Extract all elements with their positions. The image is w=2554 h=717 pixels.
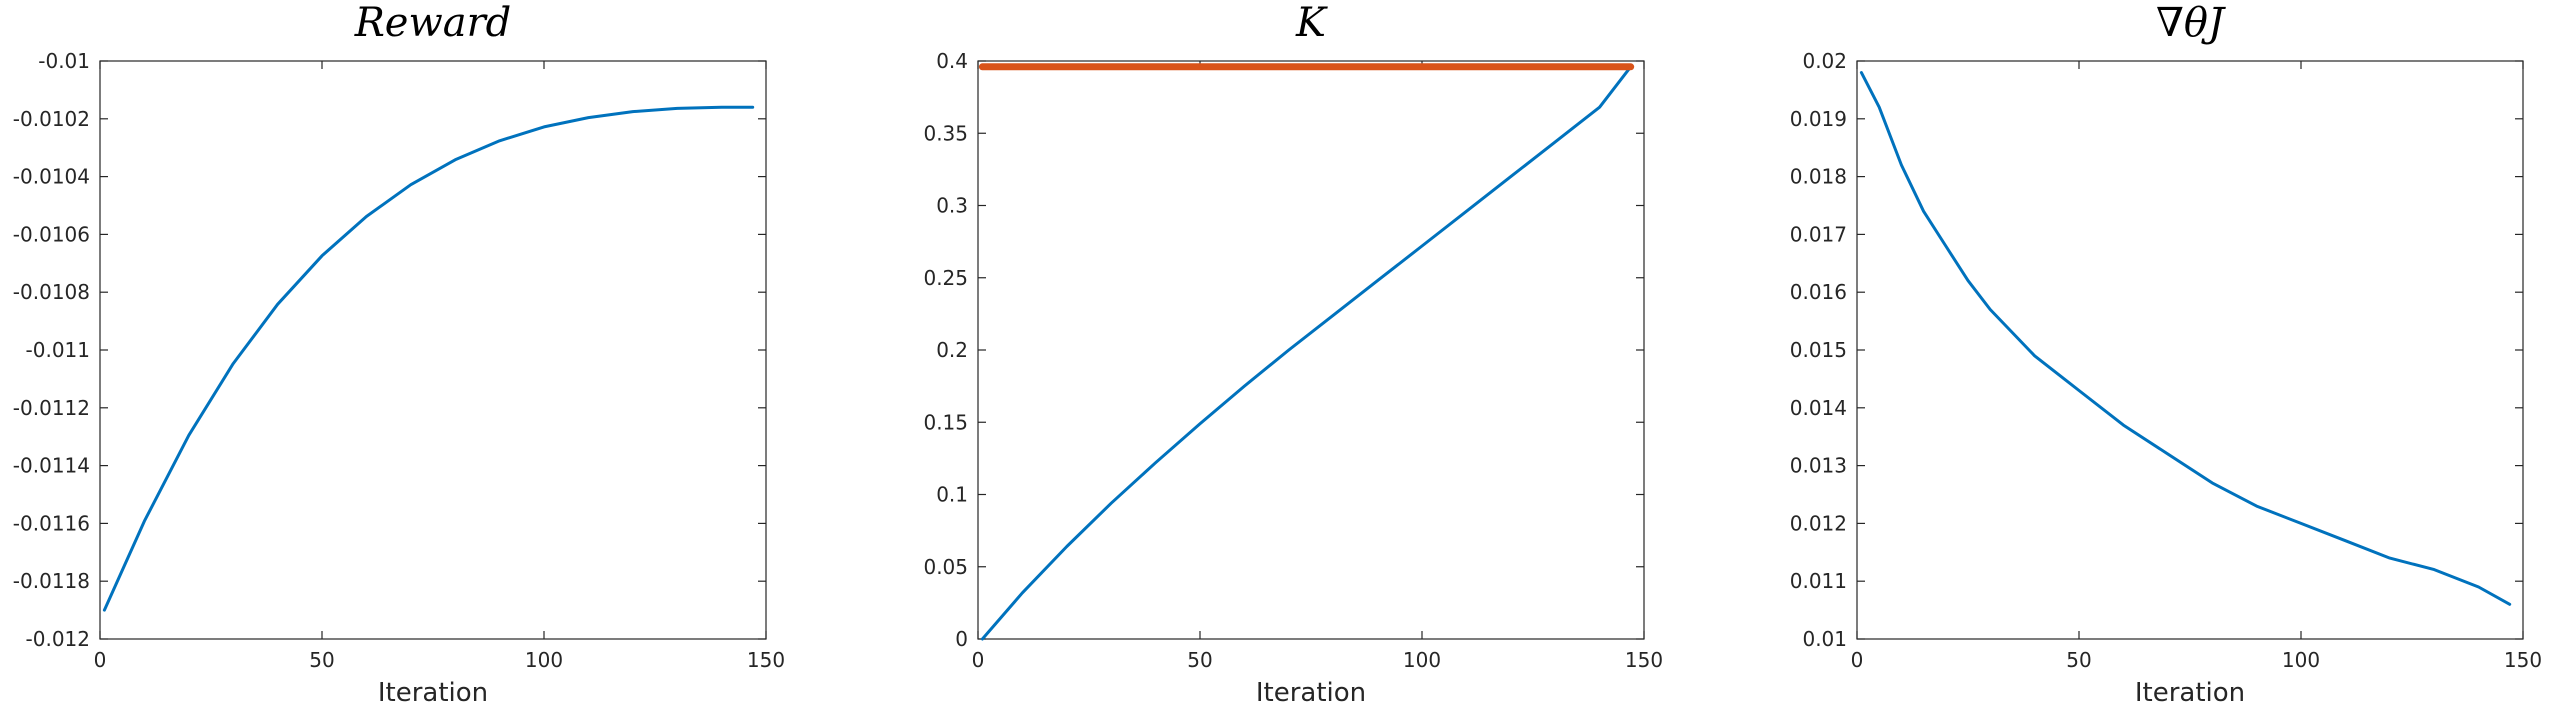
x-tick-label: 150 bbox=[1625, 648, 1663, 672]
chart-panel-2: K 0 50 100 150 0 0.05 0.1 0.15 0.2 0.25 0.3 0.35 0.4 I… bbox=[923, 0, 1663, 708]
y-tick-label: 0.012 bbox=[1790, 511, 1847, 535]
y-tick-label: 0.015 bbox=[1790, 338, 1847, 362]
y-tick-label: 0.019 bbox=[1790, 107, 1847, 131]
y-tick-label: 0.4 bbox=[936, 49, 968, 73]
y-tick-label: 0.1 bbox=[936, 483, 968, 507]
x-tick-label: 50 bbox=[309, 648, 334, 672]
series-line-1 bbox=[1859, 71, 2512, 606]
chart-panel-1: Reward 0 50 100 150 -0.012 -0.0118 -0.0116 -0.01… bbox=[13, 0, 785, 708]
chart-panel-3: ∇θJ 0 50 100 150 0.01 0.011 0.012 0.013 0.014 0.01… bbox=[1790, 0, 2542, 708]
y-tick-label: -0.0102 bbox=[13, 107, 90, 131]
chart-title: ∇θJ bbox=[2156, 0, 2226, 46]
y-tick-label: 0.25 bbox=[923, 266, 968, 290]
series-line-1 bbox=[980, 65, 1633, 641]
y-tick-label: 0 bbox=[955, 627, 968, 651]
x-tick-label: 50 bbox=[2066, 648, 2091, 672]
y-tick-label: -0.0112 bbox=[13, 396, 90, 420]
y-tick-label: -0.012 bbox=[26, 627, 90, 651]
y-tick-label: 0.017 bbox=[1790, 222, 1847, 246]
x-tick-label: 0 bbox=[972, 648, 985, 672]
y-tick-label: 0.02 bbox=[1802, 49, 1847, 73]
chart-title: Reward bbox=[354, 0, 512, 46]
y-tick-label: 0.011 bbox=[1790, 569, 1847, 593]
y-tick-label: 0.15 bbox=[923, 410, 968, 434]
y-tick-label: 0.018 bbox=[1790, 165, 1847, 189]
series-line-1 bbox=[102, 105, 755, 612]
y-tick-label: 0.05 bbox=[923, 555, 968, 579]
x-tick-label: 100 bbox=[525, 648, 563, 672]
x-tick-label: 50 bbox=[1187, 648, 1212, 672]
y-tick-label: -0.0108 bbox=[13, 280, 90, 304]
x-tick-label: 0 bbox=[1851, 648, 1864, 672]
y-tick-label: 0.016 bbox=[1790, 280, 1847, 304]
y-tick-label: -0.0116 bbox=[13, 511, 90, 535]
y-tick-label: 0.2 bbox=[936, 338, 968, 362]
axes-frame bbox=[1856, 60, 2524, 640]
x-axis-label: Iteration bbox=[2135, 678, 2245, 708]
y-tick-label: 0.3 bbox=[936, 194, 968, 218]
axes-frame bbox=[99, 60, 767, 640]
chart-title: K bbox=[1295, 0, 1328, 46]
y-tick-label: -0.0106 bbox=[13, 222, 90, 246]
x-axis-label: Iteration bbox=[378, 678, 488, 708]
axes-frame bbox=[977, 60, 1645, 640]
x-tick-label: 150 bbox=[747, 648, 785, 672]
y-tick-label: -0.0104 bbox=[13, 165, 90, 189]
x-tick-label: 150 bbox=[2504, 648, 2542, 672]
x-axis-label: Iteration bbox=[1256, 678, 1366, 708]
y-tick-label: 0.014 bbox=[1790, 396, 1847, 420]
x-tick-label: 0 bbox=[94, 648, 107, 672]
y-tick-label: 0.35 bbox=[923, 121, 968, 145]
x-tick-label: 100 bbox=[2282, 648, 2320, 672]
y-tick-label: -0.011 bbox=[26, 338, 90, 362]
y-tick-label: 0.01 bbox=[1802, 627, 1847, 651]
y-tick-label: -0.0118 bbox=[13, 569, 90, 593]
y-tick-label: -0.0114 bbox=[13, 454, 90, 478]
y-tick-label: -0.01 bbox=[38, 49, 90, 73]
y-tick-label: 0.013 bbox=[1790, 454, 1847, 478]
x-tick-label: 100 bbox=[1403, 648, 1441, 672]
